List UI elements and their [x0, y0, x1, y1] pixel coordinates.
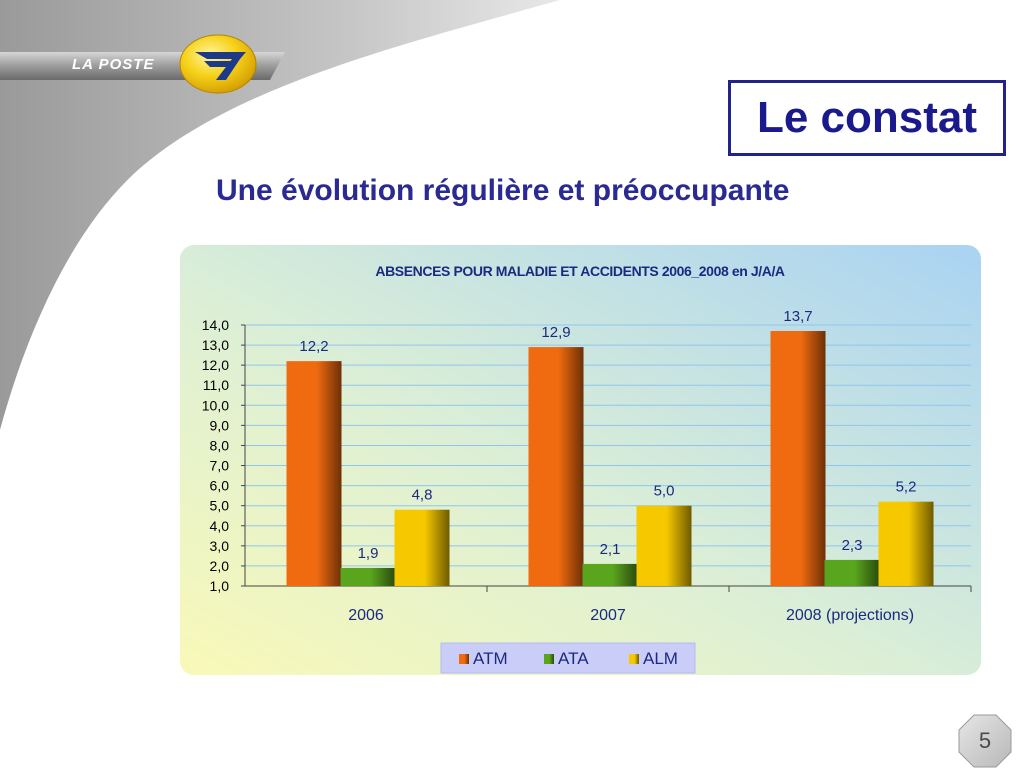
bar-ata: [824, 559, 880, 586]
x-category-label: 2006: [348, 607, 384, 624]
data-label: 12,2: [299, 338, 328, 355]
legend-label-atm: ATM: [473, 649, 508, 668]
slide-subtitle: Une évolution régulière et préoccupante: [216, 174, 790, 207]
bar-chart: ABSENCES POUR MALADIE ET ACCIDENTS 2006_…: [180, 245, 981, 675]
y-tick-label: 13,0: [202, 337, 229, 353]
brand-name: LA POSTE: [72, 56, 155, 73]
legend-label-ata: ATA: [558, 649, 589, 668]
y-tick-label: 2,0: [210, 558, 230, 574]
y-tick-label: 9,0: [210, 417, 230, 433]
bar-alm: [878, 501, 934, 586]
bar-alm: [394, 509, 450, 586]
bar-alm: [636, 505, 692, 586]
y-tick-label: 5,0: [210, 498, 230, 514]
bar-atm: [528, 347, 584, 586]
x-category-label: 2007: [590, 607, 626, 624]
y-tick-label: 4,0: [210, 518, 230, 534]
legend-swatch-alm: [629, 654, 639, 664]
chart-title: ABSENCES POUR MALADIE ET ACCIDENTS 2006_…: [375, 263, 785, 279]
bar-atm: [286, 361, 342, 586]
data-label: 2,1: [600, 541, 621, 558]
y-tick-label: 8,0: [210, 437, 230, 453]
y-tick-label: 14,0: [202, 317, 229, 333]
y-tick-label: 11,0: [203, 377, 229, 393]
y-tick-label: 6,0: [210, 478, 230, 494]
data-label: 2,3: [842, 537, 863, 554]
data-label: 12,9: [541, 324, 570, 341]
y-tick-label: 3,0: [210, 538, 230, 554]
y-tick-label: 10,0: [202, 397, 229, 413]
slide-title-box: Le constat: [728, 80, 1006, 156]
data-label: 5,0: [654, 483, 675, 500]
chart-panel: ABSENCES POUR MALADIE ET ACCIDENTS 2006_…: [180, 245, 981, 675]
legend-swatch-ata: [544, 654, 554, 664]
page-number-badge: [958, 714, 1012, 768]
y-tick-label: 1,0: [210, 578, 230, 594]
page-number: 5: [978, 728, 992, 753]
bar-atm: [770, 331, 826, 586]
data-label: 4,8: [412, 487, 433, 504]
bar-ata: [582, 563, 638, 586]
data-label: 5,2: [896, 479, 917, 496]
la-poste-logo: [0, 34, 285, 94]
x-category-label: 2008 (projections): [786, 607, 914, 624]
bar-ata: [340, 567, 396, 586]
data-label: 1,9: [358, 545, 379, 562]
y-tick-label: 12,0: [202, 357, 229, 373]
legend-swatch-atm: [459, 654, 469, 664]
legend-box: [440, 642, 696, 674]
y-tick-label: 7,0: [210, 458, 230, 474]
slide-title: Le constat: [756, 93, 978, 142]
legend-label-alm: ALM: [643, 649, 678, 668]
data-label: 13,7: [783, 308, 812, 325]
